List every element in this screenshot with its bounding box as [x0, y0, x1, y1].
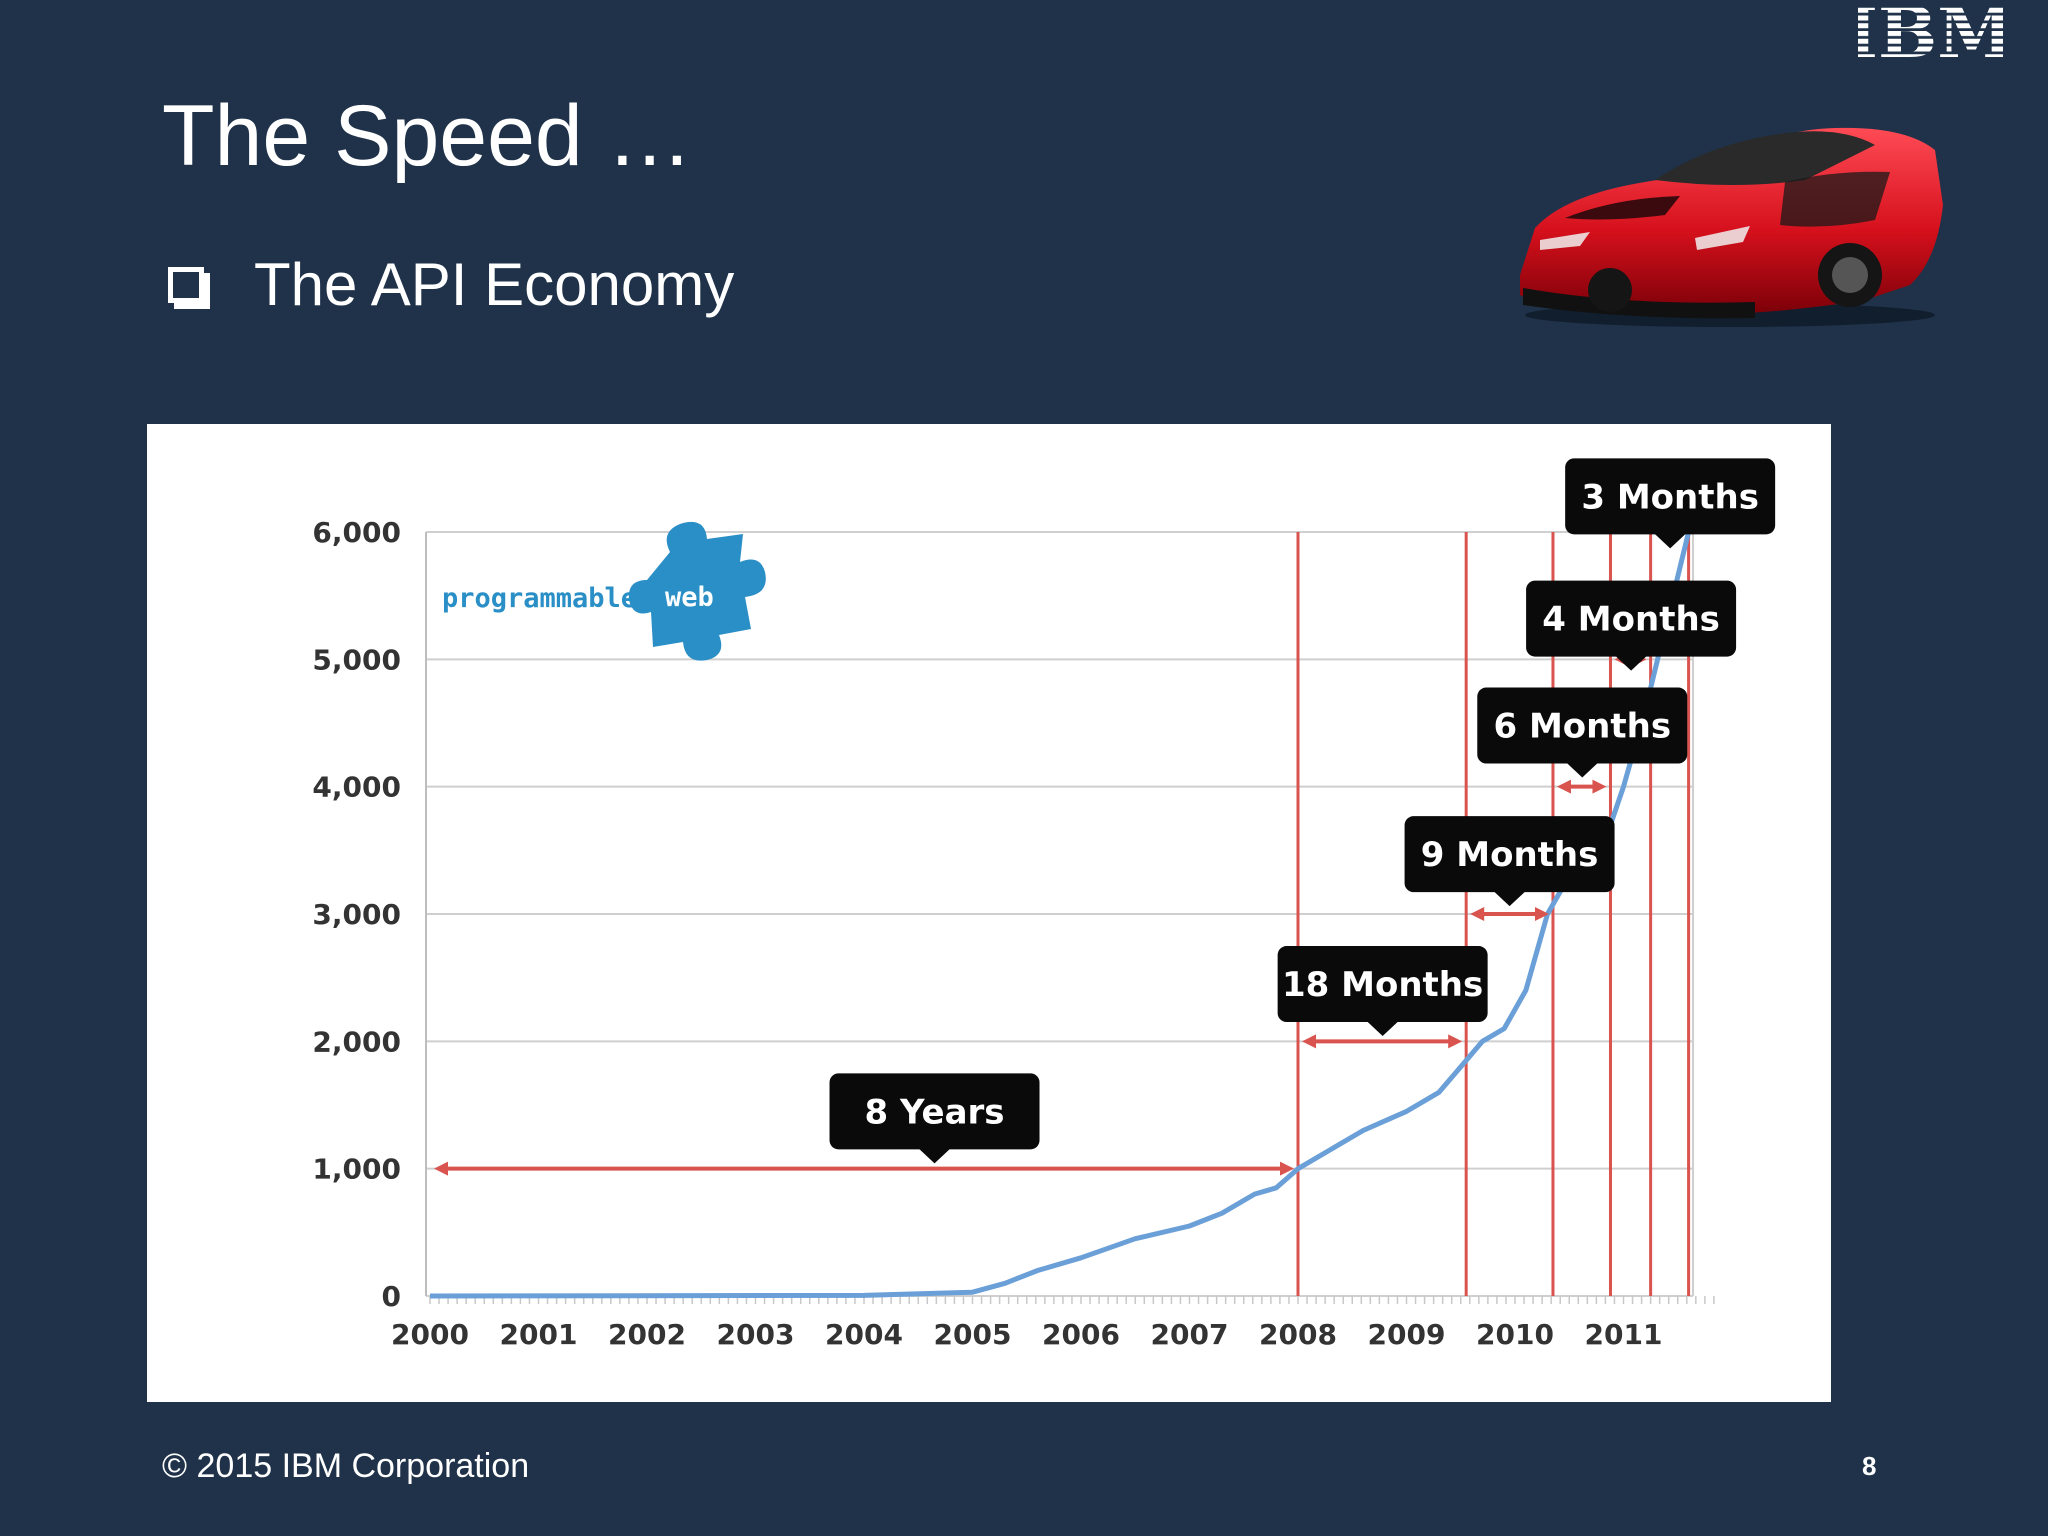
programmableweb-watermark: programmable web: [442, 521, 766, 661]
arrow-head-left: [1302, 1034, 1316, 1049]
arrow-head-left: [1470, 907, 1485, 921]
y-tick-label: 3,000: [312, 898, 401, 931]
callout-pointer: [1366, 1021, 1399, 1037]
callout-pointer: [1566, 762, 1599, 778]
y-tick-label: 2,000: [312, 1025, 401, 1058]
page-number: 8: [1862, 1451, 1877, 1481]
arrow-head-right: [1534, 907, 1549, 921]
bullet-item: The API Economy: [168, 250, 734, 320]
x-tick-label: 2009: [1368, 1318, 1446, 1351]
bullet-text: The API Economy: [254, 251, 735, 318]
y-tick-label: 0: [382, 1280, 401, 1313]
svg-text:programmable: programmable: [442, 583, 637, 614]
api-growth-chart: 0 1,000 2,000 3,000 4,000 5,000 6,000 2000 2001 2…: [312, 458, 1776, 1351]
callout-box: [1404, 816, 1615, 893]
callout-box: [1526, 580, 1737, 657]
x-tick-label: 2004: [825, 1318, 903, 1351]
callout-box: [1565, 458, 1776, 535]
y-tick-label: 6,000: [312, 516, 401, 549]
chart-panel: 0 1,000 2,000 3,000 4,000 5,000 6,000 2000 2001 2…: [147, 424, 1831, 1402]
checkbox-bullet-icon: [168, 267, 210, 309]
x-tick-label: 2003: [717, 1318, 795, 1351]
slide-title: The Speed …: [162, 88, 693, 184]
interval-callout: 3 Months: [1565, 458, 1776, 549]
arrow-head-right: [1448, 1034, 1463, 1049]
callout-label: 4 Months: [1542, 600, 1720, 640]
x-tick-label: 2005: [934, 1318, 1012, 1351]
y-tick-label: 1,000: [312, 1153, 401, 1186]
svg-text:IBM: IBM: [1858, 0, 2003, 62]
x-tick-label: 2007: [1151, 1318, 1229, 1351]
y-tick-label: 4,000: [312, 771, 401, 804]
callout-box: [1477, 687, 1688, 764]
interval-callout: 4 Months: [1526, 580, 1737, 671]
arrow-head-right: [1280, 1161, 1294, 1176]
callout-label: 8 Years: [865, 1092, 1005, 1132]
interval-callout: 9 Months: [1404, 816, 1615, 907]
callout-label: 6 Months: [1493, 707, 1671, 747]
callout-label: 9 Months: [1421, 835, 1599, 875]
ibm-logo: IBM: [1858, 0, 2003, 62]
sports-car-image: [1520, 127, 1943, 327]
callout-box: [829, 1073, 1040, 1150]
interval-callout: 18 Months: [1277, 946, 1488, 1037]
x-tick-label: 2011: [1585, 1318, 1663, 1351]
interval-callout: 6 Months: [1477, 687, 1688, 778]
x-tick-label: 2006: [1042, 1318, 1120, 1351]
callout-pointer: [1654, 533, 1687, 549]
callout-box: [1277, 946, 1488, 1023]
callout-label: 18 Months: [1282, 965, 1483, 1005]
x-tick-label: 2010: [1476, 1318, 1554, 1351]
x-tick-label: 2000: [391, 1318, 469, 1351]
callout-pointer: [1493, 891, 1526, 907]
y-tick-label: 5,000: [312, 643, 401, 676]
arrow-head-left: [1556, 779, 1571, 794]
callout-pointer: [1615, 655, 1648, 671]
svg-text:web: web: [665, 582, 714, 613]
x-tick-label: 2001: [500, 1318, 578, 1351]
interval-callout: 8 Years: [829, 1073, 1040, 1164]
x-tick-label: 2002: [608, 1318, 686, 1351]
arrow-head-right: [1592, 779, 1607, 794]
arrow-head-left: [434, 1161, 448, 1176]
callout-label: 3 Months: [1581, 477, 1759, 517]
footer-copyright: © 2015 IBM Corporation: [162, 1447, 530, 1485]
x-tick-label: 2008: [1259, 1318, 1337, 1351]
callout-pointer: [918, 1148, 951, 1164]
